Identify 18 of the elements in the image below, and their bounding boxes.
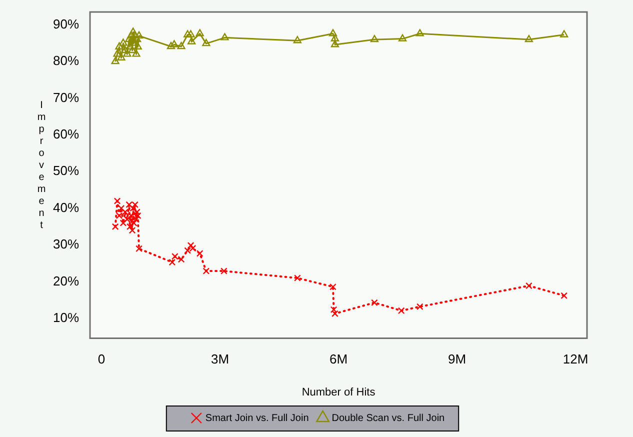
x-tick-label: 9M [448,352,466,367]
y-tick-label: 60% [52,126,80,142]
y-tick-label: 30% [52,236,80,252]
legend-label: Smart Join vs. Full Join [205,412,309,424]
legend-label: Double Scan vs. Full Join [332,412,445,424]
y-tick-label: 90% [52,16,80,32]
x-axis-title: Number of Hits [302,386,376,398]
y-tick-label: 70% [52,90,80,105]
x-tick-label: 3M [210,352,230,367]
y-tick-label: 40% [52,200,80,215]
x-tick-label: 12M [562,352,588,367]
y-tick-label: 80% [52,53,80,68]
y-tick-label: 20% [52,273,80,288]
y-tick-label: 10% [52,310,80,325]
y-tick-label: 50% [52,163,80,178]
x-tick-label: 6M [329,352,348,367]
y-axis-title: Improvement [36,100,47,232]
x-tick-label: 0 [98,352,106,367]
